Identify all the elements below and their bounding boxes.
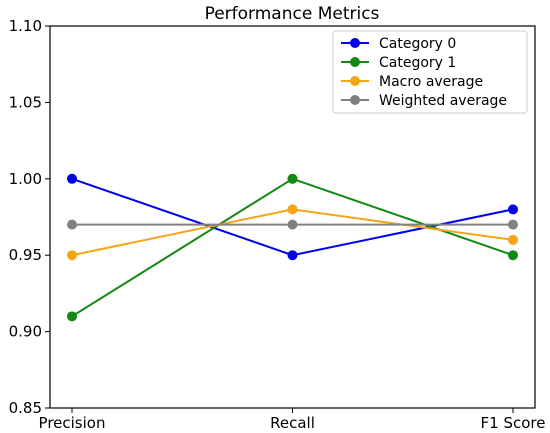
legend-swatch-marker [350, 76, 360, 86]
y-tick-label: 1.00 [9, 170, 42, 188]
data-point [508, 204, 518, 215]
y-tick-label: 1.05 [9, 93, 42, 111]
data-point [508, 219, 518, 230]
y-tick-label: 1.10 [9, 17, 42, 35]
legend: Category 0 Category 1 Macro average Weighte… [332, 30, 528, 114]
legend-label: Weighted average [379, 93, 507, 109]
legend-item: Category 1 [341, 55, 456, 71]
data-point [287, 173, 298, 184]
x-tick-label: Recall [270, 414, 315, 432]
legend-label: Category 1 [379, 55, 456, 71]
x-tick-label: F1 Score [481, 414, 546, 432]
legend-item: Weighted average [341, 93, 507, 109]
data-point [508, 234, 518, 245]
series-category-1 [67, 173, 518, 322]
y-tick-label: 0.90 [9, 323, 42, 341]
legend-swatch-marker [350, 57, 360, 67]
series-line [71, 177, 514, 318]
y-axis: 0.85 0.90 0.95 1.00 1.05 1.10 [9, 17, 50, 417]
chart-title: Performance Metrics [205, 4, 380, 24]
data-point [287, 204, 298, 215]
x-axis: Precision Recall F1 Score [39, 408, 546, 432]
data-point [67, 250, 77, 261]
series-weighted-average [67, 219, 518, 230]
data-point [67, 173, 77, 184]
legend-swatch-marker [350, 38, 360, 48]
series-layer [67, 173, 518, 322]
data-point [508, 250, 518, 261]
data-point [67, 311, 77, 322]
legend-label: Macro average [379, 74, 483, 90]
data-point [287, 250, 298, 261]
legend-item: Category 0 [341, 36, 456, 52]
legend-label: Category 0 [379, 36, 456, 52]
series-category-0 [67, 173, 518, 261]
legend-swatch-marker [350, 95, 360, 105]
legend-box [332, 30, 528, 114]
legend-item: Macro average [341, 74, 483, 90]
y-tick-label: 0.95 [9, 246, 42, 264]
series-macro-average [67, 204, 518, 261]
data-point [67, 219, 77, 230]
series-line [71, 177, 514, 257]
y-tick-label: 0.85 [9, 399, 42, 417]
x-tick-label: Precision [39, 414, 106, 432]
data-point [287, 219, 298, 230]
